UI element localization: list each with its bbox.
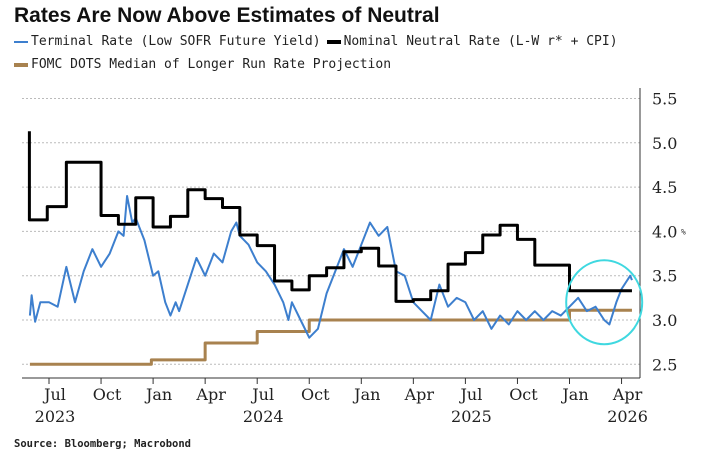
chart-title: Rates Are Now Above Estimates of Neutral [14, 4, 440, 27]
x-tick-label: Apr [404, 385, 435, 404]
y-tick-label: 5.5 [652, 90, 677, 109]
x-tick-label: Jul [458, 385, 482, 404]
legend-label-terminal: Terminal Rate (Low SOFR Future Yield) [31, 34, 321, 49]
legend-swatch-terminal [14, 40, 28, 43]
series-line-1 [27, 131, 632, 303]
x-tick-label: Jul [250, 385, 274, 404]
y-tick-label: 2.5 [652, 355, 677, 374]
y-tick-label: 5.0 [652, 134, 677, 153]
legend-row-1: Terminal Rate (Low SOFR Future Yield) No… [14, 34, 618, 49]
x-tick-label: Apr [195, 385, 226, 404]
y-tick-label: 3.5 [652, 267, 677, 286]
x-tick-label: Apr [612, 385, 643, 404]
x-tick-label: Oct [93, 385, 122, 404]
source-note: Source: Bloomberg; Macrobond [14, 438, 192, 450]
x-year-label: 2023 [35, 407, 76, 426]
x-tick-label: Jul [42, 385, 66, 404]
x-tick-label: Oct [301, 385, 330, 404]
y-tick-label: 4.5 [652, 178, 677, 197]
x-tick-label: Jan [144, 385, 172, 404]
x-year-label: 2025 [451, 407, 492, 426]
x-year-label: 2026 [607, 407, 648, 426]
legend-label-neutral: Nominal Neutral Rate (L-W r* + CPI) [343, 34, 618, 49]
legend-row-2: FOMC DOTS Median of Longer Run Rate Proj… [14, 57, 391, 72]
y-tick-label: 4.0 [652, 222, 677, 241]
x-tick-label: Jan [352, 385, 380, 404]
x-tick-label: Oct [509, 385, 538, 404]
legend-swatch-fomc [14, 62, 28, 67]
legend-swatch-neutral [326, 39, 341, 44]
unit-label: % [681, 227, 686, 236]
highlight-circle [565, 259, 644, 346]
x-tick-label: Jan [560, 385, 588, 404]
series-line-0 [28, 194, 633, 339]
y-tick-label: 3.0 [652, 311, 677, 330]
legend-label-fomc: FOMC DOTS Median of Longer Run Rate Proj… [31, 57, 392, 72]
x-year-label: 2024 [243, 407, 284, 426]
